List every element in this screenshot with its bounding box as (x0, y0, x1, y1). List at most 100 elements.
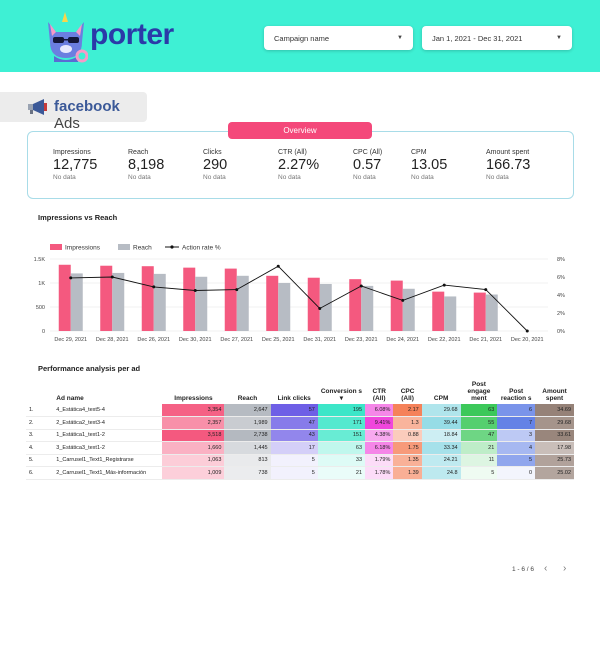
metric-label: CPM (411, 149, 427, 156)
cell-engagement: 55 (460, 416, 498, 430)
row-index: 3. (26, 429, 54, 442)
cell-reactions: 7 (497, 416, 536, 430)
table-body: 1. 4_Estática4_text5-4 3,354 2,647 57 195 6.08… (26, 404, 574, 480)
legend-swatch (170, 245, 174, 249)
table-header-cpm[interactable]: CPM (433, 395, 449, 402)
metric-value: 0.57 (353, 157, 382, 173)
logo-wordmark: porter (90, 18, 174, 51)
cell-link-clicks: 47 (270, 416, 318, 430)
table-header-conversions[interactable]: Conversion s ▾ (320, 388, 363, 402)
impressions-bar (390, 280, 403, 331)
action-rate-point (359, 284, 363, 288)
x-tick-label: Dec 24, 2021 (386, 337, 419, 343)
chart-title: Impressions vs Reach (38, 213, 118, 222)
table-header-impressions[interactable]: Impressions (174, 395, 213, 402)
cell-conversions: 195 (317, 404, 366, 417)
table-row[interactable]: 2. 2_Estática2_text3-4 2,357 1,989 47 171 9.41… (26, 416, 574, 430)
facebook-ads-label: facebook Ads (54, 98, 147, 132)
metric-label: CPC (All) (353, 149, 383, 156)
cell-reach: 813 (224, 454, 271, 467)
reach-bar (153, 273, 166, 331)
cell-impressions: 3,354 (162, 404, 225, 417)
legend-label: Action rate % (182, 245, 221, 252)
metric-comparison: No data (53, 174, 76, 181)
cell-name: 1_Carrusel1_Text1_Registrarse (53, 454, 163, 467)
next-page-button[interactable]: › (563, 563, 567, 574)
x-tick-label: Dec 29, 2021 (54, 337, 87, 343)
cell-link-clicks: 5 (270, 454, 318, 467)
metric-label: Impressions (53, 149, 91, 156)
y-left-tick-label: 1.5K (34, 257, 46, 263)
date-range-label: Jan 1, 2021 - Dec 31, 2021 (432, 33, 523, 43)
prev-page-button[interactable]: ‹ (544, 563, 548, 574)
cell-spent: 29.68 (535, 416, 574, 430)
table-row[interactable]: 5. 1_Carrusel1_Text1_Registrarse 1,063 813 5… (26, 454, 574, 467)
table-header-link-clicks[interactable]: Link clicks (277, 395, 311, 402)
reach-bar (70, 273, 83, 331)
performance-table: Ad name Impressions Reach Link clicks Conver… (26, 381, 574, 480)
table-header-engagement[interactable]: Post engage ment (467, 381, 491, 402)
metric-comparison: No data (278, 174, 301, 181)
metric-value: 8,198 (128, 157, 165, 173)
metric-value: 290 (203, 157, 228, 173)
metric-comparison: No data (353, 174, 376, 181)
campaign-dropdown[interactable]: Campaign name ▼ (264, 26, 413, 50)
table-header-reactions[interactable]: Post reaction s (500, 388, 532, 402)
megaphone-icon (28, 99, 47, 115)
table-header-cpc[interactable]: CPC (All) (400, 388, 415, 402)
impressions-vs-reach-chart: Impressions Reach Action rate % 0 500 1K 1.5K 0… (34, 244, 565, 343)
reach-bar (278, 283, 291, 331)
cell-engagement: 5 (460, 466, 498, 480)
cell-spent: 34.69 (535, 404, 574, 417)
action-rate-point (193, 289, 197, 292)
y-right-tick-label: 4% (557, 293, 565, 299)
cell-ctr: 4.38% (365, 429, 394, 442)
impressions-bar (224, 268, 237, 331)
metric-comparison: No data (486, 174, 509, 181)
table-header-reach[interactable]: Reach (237, 395, 258, 402)
cell-reactions: 4 (497, 441, 536, 455)
date-range-dropdown[interactable]: Jan 1, 2021 - Dec 31, 2021 ▼ (422, 26, 572, 50)
x-tick-label: Dec 26, 2021 (137, 337, 170, 343)
caret-down-icon: ▼ (397, 35, 403, 41)
row-index: 1. (26, 404, 54, 417)
impressions-bar (266, 275, 279, 331)
metric-card: Impressions 12,775 No data (53, 149, 97, 181)
cell-cpc: 0.88 (393, 429, 422, 442)
action-rate-point (152, 285, 156, 289)
y-left-tick-label: 500 (36, 305, 45, 311)
action-rate-point (110, 275, 114, 279)
metric-value: 2.27% (278, 157, 320, 173)
brand-name: facebook (54, 98, 120, 115)
cell-name: 2_Carrusel1_Text1_Más-información (53, 466, 163, 480)
cell-link-clicks: 43 (270, 429, 318, 442)
impressions-bar (307, 277, 320, 331)
metric-card: CTR (All) 2.27% No data (278, 149, 319, 181)
row-index: 2. (26, 416, 54, 430)
table-row[interactable]: 6. 2_Carrusel1_Text1_Más-información 1,009… (26, 466, 574, 480)
impressions-bar (183, 267, 196, 331)
cell-engagement: 63 (460, 404, 498, 417)
table-header-row: Ad name Impressions Reach Link clicks Conver… (26, 381, 574, 404)
cell-conversions: 33 (317, 454, 366, 467)
x-tick-label: Dec 31, 2021 (303, 337, 336, 343)
metric-label: CTR (All) (278, 149, 307, 156)
cell-name: 1_Estática1_text1-2 (53, 429, 163, 442)
x-tick-label: Dec 20, 2021 (511, 337, 544, 343)
cell-conversions: 21 (317, 466, 366, 480)
table-header-spent[interactable]: Amount spent (542, 388, 567, 402)
metric-value: 12,775 (53, 157, 98, 173)
y-right-tick-label: 2% (557, 311, 565, 317)
table-row[interactable]: 3. 1_Estática1_text1-2 3,518 2,738 43 151 4.38… (26, 429, 574, 442)
brand-suffix: Ads (54, 115, 80, 132)
table-row[interactable]: 4. 3_Estática3_text1-2 1,660 1,445 17 63 6.18%… (26, 441, 574, 455)
action-rate-point (69, 276, 73, 280)
metric-card: CPM 13.05 No data (411, 149, 447, 181)
table-header-name[interactable]: Ad name (56, 395, 84, 402)
cell-cpm: 33.34 (421, 441, 461, 455)
cell-link-clicks: 17 (270, 441, 318, 455)
table-header-ctr[interactable]: CTR (All) (372, 388, 386, 402)
cell-ctr: 1.78% (365, 466, 394, 480)
cell-link-clicks: 57 (270, 404, 318, 417)
table-row[interactable]: 1. 4_Estática4_text5-4 3,354 2,647 57 195 6.08… (26, 404, 574, 417)
